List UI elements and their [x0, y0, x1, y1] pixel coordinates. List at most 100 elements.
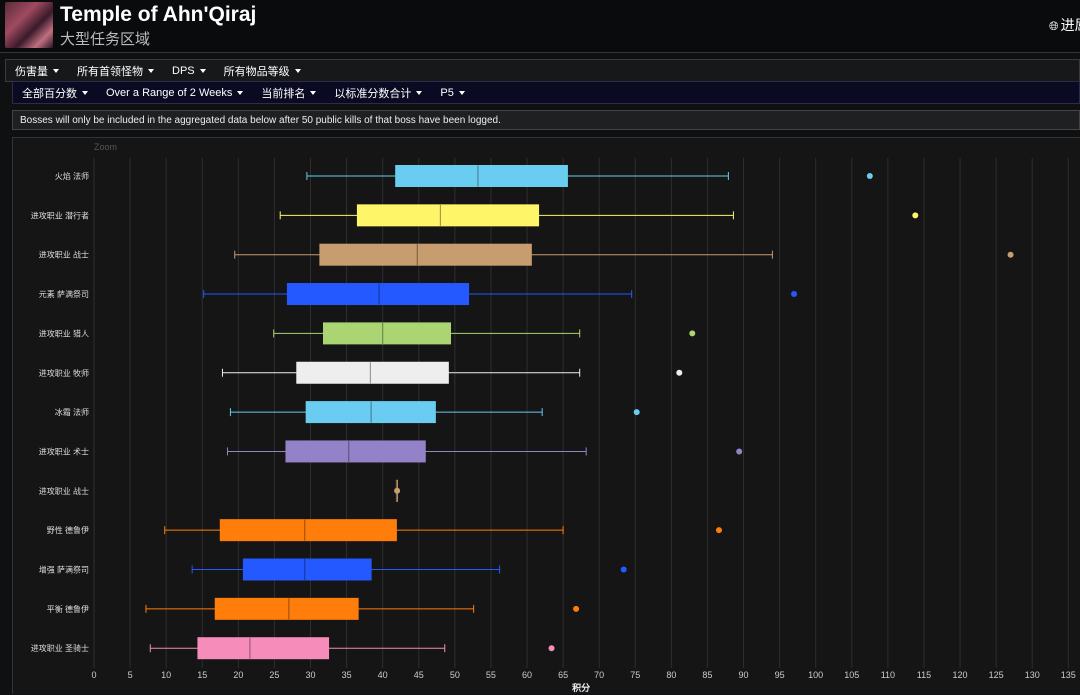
category-label: 进攻职业 圣骑士: [31, 643, 89, 653]
box-iqr[interactable]: [356, 204, 540, 227]
outlier-point[interactable]: [715, 527, 722, 534]
outlier-point[interactable]: [394, 487, 401, 494]
globe-icon: 🌐︎: [1049, 19, 1059, 33]
language-link[interactable]: 🌐︎进屈: [1049, 15, 1080, 35]
aggregation-dropdown-label: 以标准分数合计: [334, 87, 412, 100]
outlier-point[interactable]: [548, 645, 555, 652]
percentile-dropdown[interactable]: 全部百分数: [13, 85, 97, 101]
boxplot-chart: Zoom 0 5 10 15 20 25 30 35 40 45 50 55 60 65 70 75 80 85 90…: [12, 137, 1080, 694]
range-dropdown-label: Over a Range of 2 Weeks: [106, 86, 233, 99]
dps-dropdown[interactable]: DPS: [163, 65, 215, 77]
x-tick-label: 135: [1061, 670, 1076, 680]
x-tick-label: 0: [91, 670, 96, 680]
outlier-point[interactable]: [573, 605, 580, 612]
x-tick-label: 70: [594, 670, 604, 680]
x-tick-label: 110: [881, 670, 895, 680]
box-iqr[interactable]: [285, 440, 426, 463]
outlier-point[interactable]: [676, 369, 683, 376]
dps-dropdown-label: DPS: [172, 64, 195, 77]
item-level-dropdown[interactable]: 所有物品等级: [215, 63, 310, 79]
box-iqr[interactable]: [323, 322, 452, 345]
outlier-point[interactable]: [912, 212, 919, 219]
x-tick-label: 5: [128, 670, 133, 680]
box-iqr[interactable]: [219, 519, 397, 542]
box-iqr[interactable]: [395, 165, 568, 187]
x-tick-label: 45: [414, 670, 424, 680]
item-level-dropdown-label: 所有物品等级: [223, 65, 290, 78]
category-label: 进攻职业 潜行者: [31, 210, 89, 220]
box-iqr[interactable]: [319, 243, 532, 266]
box-iqr[interactable]: [296, 361, 449, 384]
category-label: 冰霜 法师: [55, 407, 89, 417]
x-tick-label: 15: [197, 670, 207, 680]
x-tick-label: 125: [989, 670, 1004, 680]
x-tick-label: 115: [917, 670, 931, 680]
caret-down-icon: [148, 68, 154, 73]
page-title: Temple of Ahn'Qiraj: [60, 3, 257, 26]
box-iqr[interactable]: [305, 401, 436, 424]
category-label: 进攻职业 猎人: [39, 328, 89, 338]
outlier-point[interactable]: [633, 409, 640, 416]
category-label: 进攻职业 战士: [39, 486, 89, 496]
outlier-point[interactable]: [689, 330, 696, 337]
range-dropdown[interactable]: Over a Range of 2 Weeks: [97, 87, 252, 99]
caret-down-icon: [416, 90, 423, 95]
caret-down-icon: [310, 90, 317, 95]
caret-down-icon: [199, 68, 206, 73]
outlier-point[interactable]: [620, 566, 627, 573]
metric-dropdown-label: 伤害量: [15, 65, 48, 78]
x-tick-label: 25: [269, 670, 279, 680]
x-tick-label: 100: [808, 670, 823, 680]
category-label: 火焰 法师: [55, 171, 89, 181]
zoom-label[interactable]: Zoom: [94, 142, 117, 152]
x-tick-label: 20: [233, 670, 243, 680]
x-tick-label: 10: [161, 670, 171, 680]
chart-svg: Zoom 0 5 10 15 20 25 30 35 40 45 50 55 60 65 70 75 80 85 90…: [31, 142, 1076, 693]
caret-down-icon: [237, 90, 244, 95]
filter-menubar-primary: 伤害量 所有首领怪物 DPS 所有物品等级: [5, 59, 1080, 82]
zone-icon: [5, 2, 53, 48]
boss-dropdown-label: 所有首领怪物: [77, 65, 143, 78]
x-tick-label: 105: [844, 670, 859, 680]
outlier-point[interactable]: [791, 291, 798, 298]
caret-down-icon: [82, 90, 88, 95]
category-label: 进攻职业 术士: [39, 446, 89, 456]
x-tick-label: 65: [558, 670, 568, 680]
category-label: 野性 德鲁伊: [47, 525, 89, 535]
x-tick-label: 60: [522, 670, 532, 680]
x-tick-label: 130: [1025, 670, 1040, 680]
ranking-dropdown[interactable]: 当前排名: [252, 85, 325, 101]
notice-banner: Bosses will only be included in the aggr…: [12, 110, 1080, 130]
x-tick-label: 55: [486, 670, 496, 680]
category-label: 进攻职业 牧师: [39, 368, 89, 378]
x-tick-label: 75: [630, 670, 640, 680]
x-tick-label: 85: [702, 670, 712, 680]
ranking-dropdown-label: 当前排名: [261, 87, 306, 100]
category-label: 元素 萨满祭司: [39, 289, 89, 299]
category-label: 进攻职业 战士: [39, 250, 89, 260]
phase-dropdown-label: P5: [440, 86, 454, 99]
category-label: 增强 萨满祭司: [39, 565, 89, 575]
metric-dropdown[interactable]: 伤害量: [6, 63, 68, 79]
box-iqr[interactable]: [286, 283, 470, 306]
x-tick-label: 120: [953, 670, 968, 680]
caret-down-icon: [53, 68, 59, 73]
x-tick-label: 35: [342, 670, 352, 680]
language-label: 进屈: [1060, 17, 1080, 33]
caret-down-icon: [458, 90, 465, 95]
box-iqr[interactable]: [214, 597, 359, 620]
outlier-point[interactable]: [1007, 251, 1014, 258]
outlier-point[interactable]: [866, 173, 873, 179]
aggregation-dropdown[interactable]: 以标准分数合计: [325, 85, 431, 101]
boss-dropdown[interactable]: 所有首领怪物: [68, 63, 163, 79]
phase-dropdown[interactable]: P5: [431, 87, 473, 99]
caret-down-icon: [294, 68, 301, 73]
x-tick-label: 80: [666, 670, 676, 680]
x-tick-label: 90: [739, 670, 749, 680]
box-iqr[interactable]: [242, 558, 372, 581]
category-label: 平衡 德鲁伊: [47, 604, 89, 614]
x-axis-label: 积分: [572, 682, 590, 693]
box-iqr[interactable]: [197, 637, 330, 660]
outlier-point[interactable]: [736, 448, 743, 455]
page-subtitle: 大型任务区域: [60, 31, 151, 48]
